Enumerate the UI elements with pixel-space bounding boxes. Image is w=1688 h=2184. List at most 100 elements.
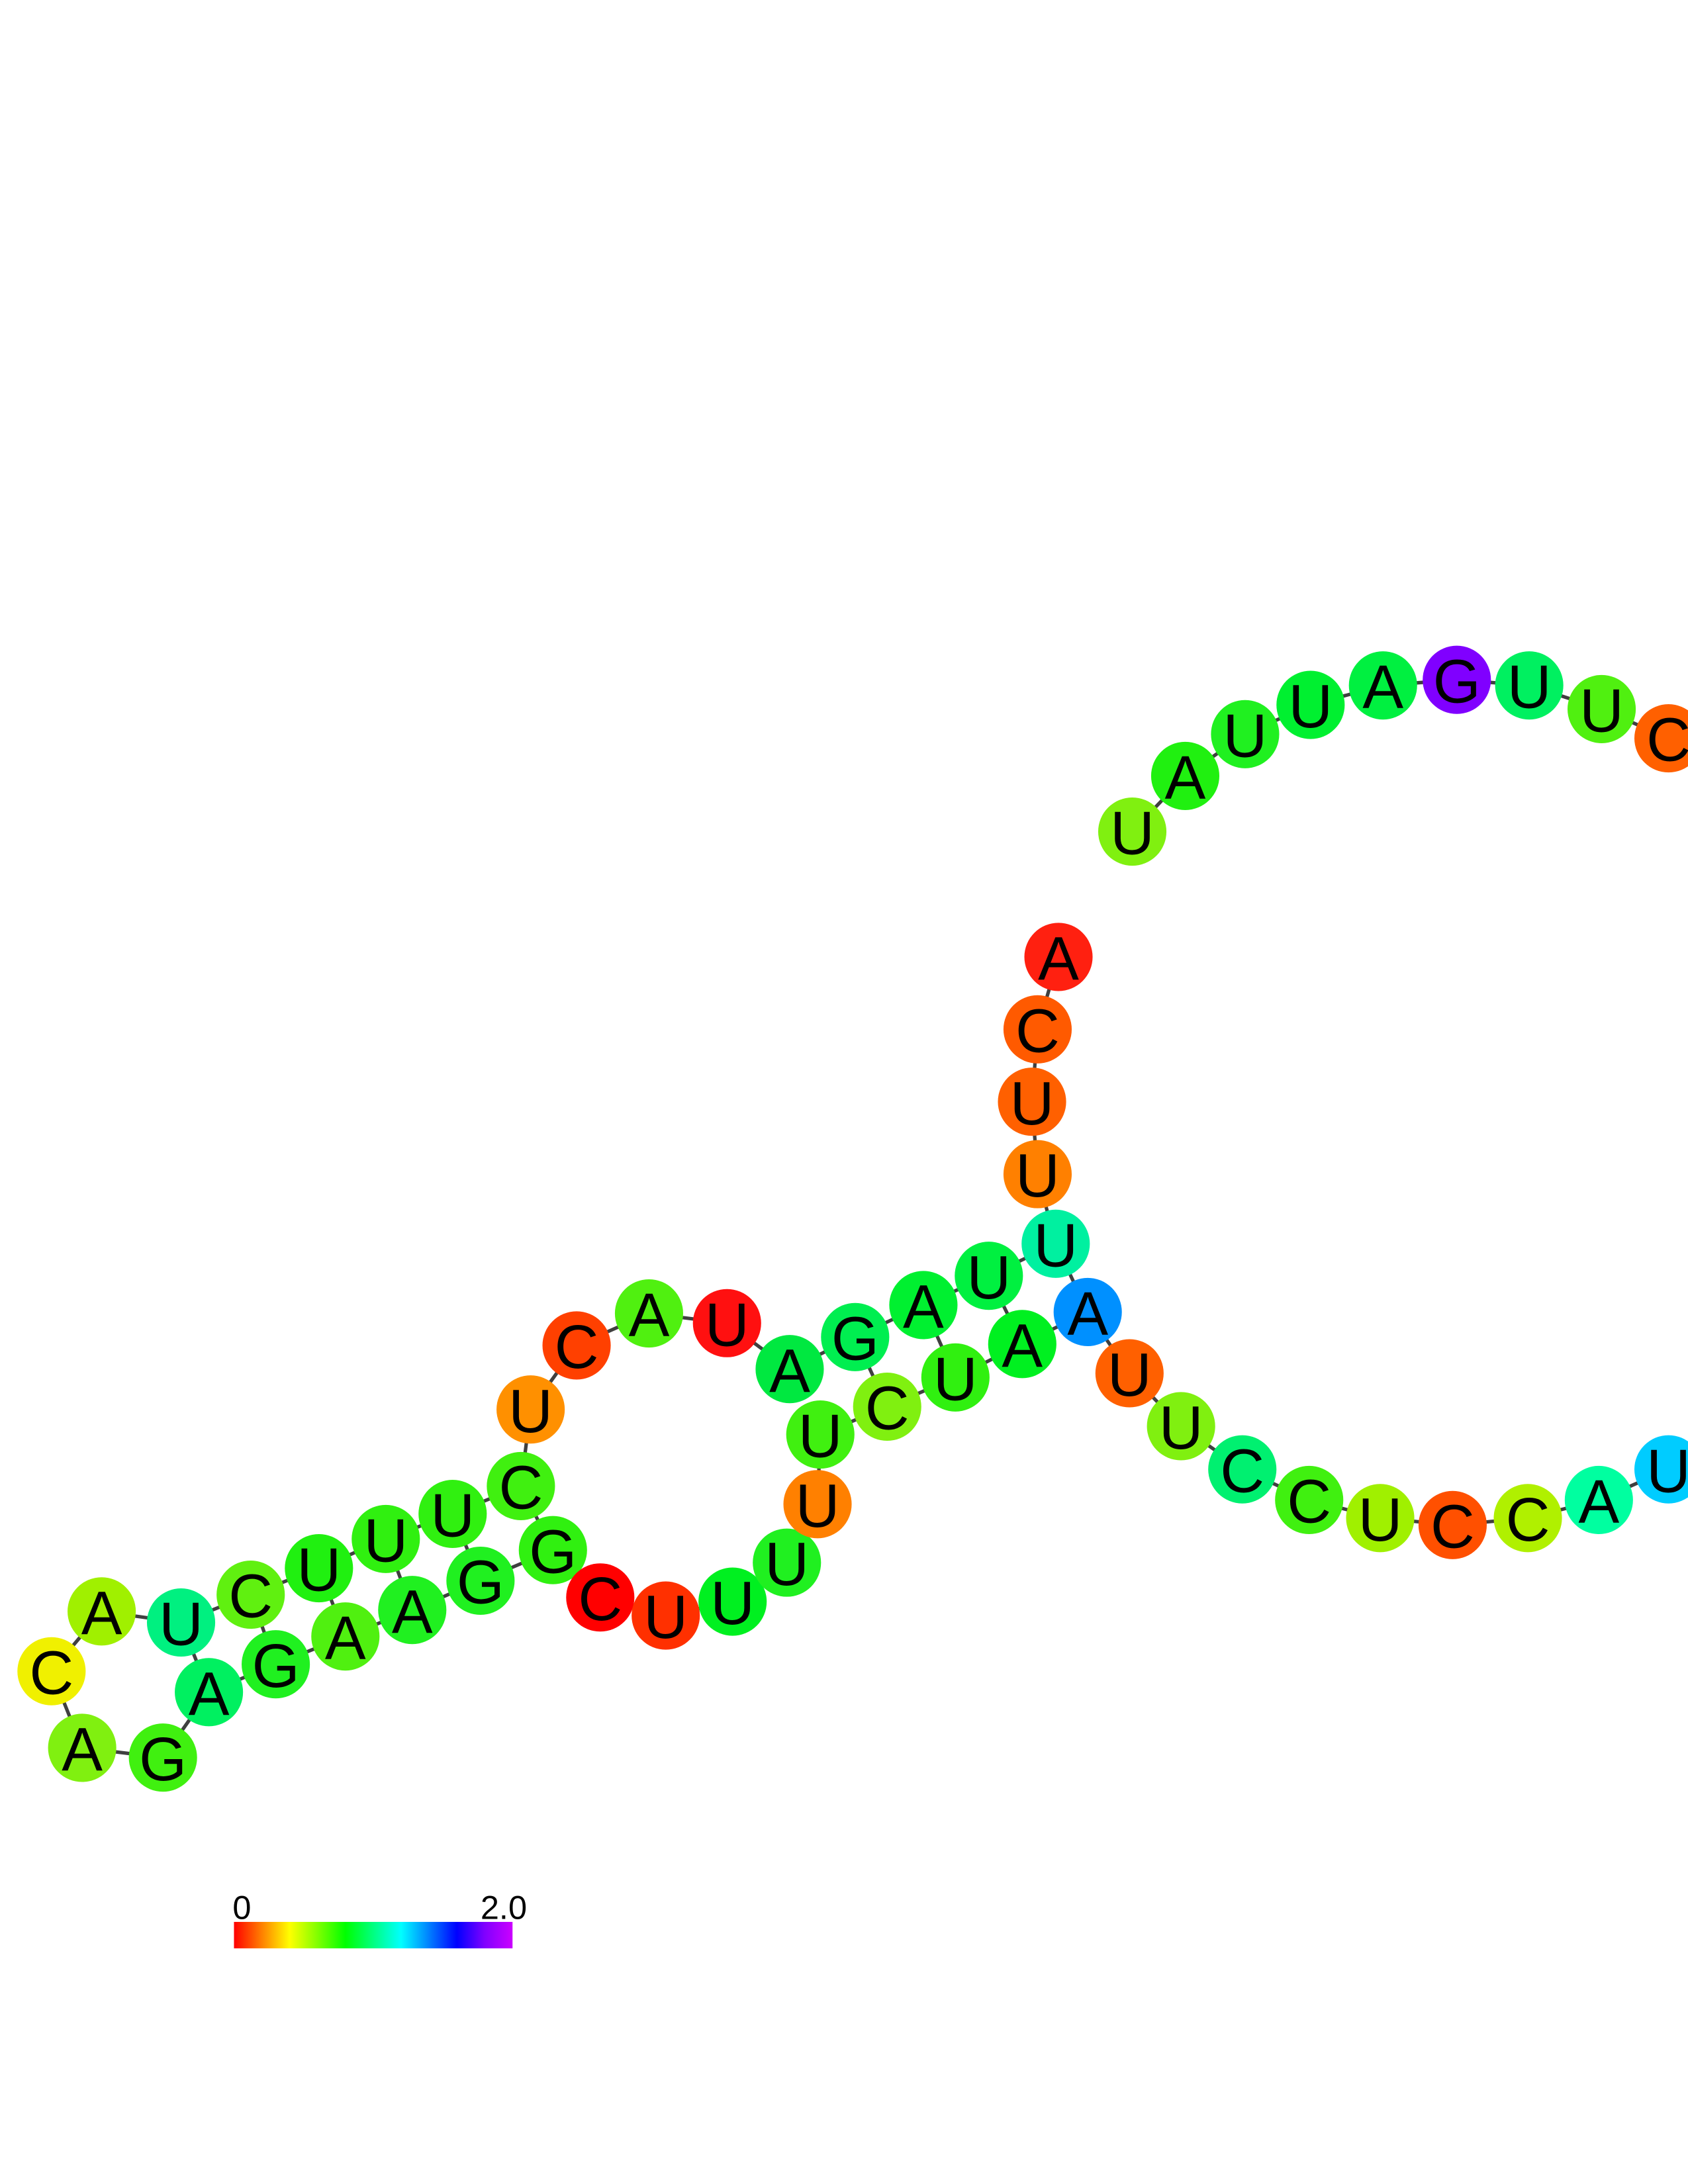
nucleotide-letter: C bbox=[1430, 1492, 1475, 1561]
nucleotide-letter: U bbox=[966, 1243, 1011, 1312]
nucleotide-circle bbox=[378, 1576, 447, 1645]
nucleotide: U bbox=[955, 1242, 1023, 1312]
nucleotide: C bbox=[1493, 1484, 1562, 1554]
nucleotide-circle bbox=[418, 1479, 487, 1549]
nucleotide-circle bbox=[692, 1289, 761, 1357]
nucleotide: U bbox=[692, 1289, 761, 1359]
nucleotide-circle bbox=[1423, 645, 1491, 714]
nucleotide-circle bbox=[955, 1242, 1023, 1310]
nucleotide-circle bbox=[242, 1630, 310, 1699]
nucleotide-circle bbox=[1348, 651, 1417, 720]
nucleotide-letter: A bbox=[189, 1659, 230, 1728]
nucleotide: U bbox=[1095, 1339, 1164, 1409]
nucleotide: A bbox=[988, 1310, 1056, 1380]
nucleotide: C bbox=[1208, 1435, 1277, 1505]
nucleotide-letter: U bbox=[430, 1481, 475, 1550]
nucleotide-circle bbox=[1346, 1484, 1415, 1553]
nucleotide-circle bbox=[1208, 1435, 1277, 1504]
nucleotide-circle bbox=[542, 1311, 611, 1380]
nucleotide-letter: A bbox=[1038, 924, 1079, 993]
nucleotide-letter: C bbox=[578, 1565, 622, 1633]
nucleotide-circle bbox=[614, 1279, 683, 1348]
nucleotide-letter: A bbox=[62, 1715, 103, 1784]
nucleotide: U bbox=[632, 1581, 700, 1651]
nucleotide-circle bbox=[755, 1335, 824, 1404]
nucleotide-circle bbox=[496, 1375, 565, 1444]
nucleotide: G bbox=[128, 1723, 197, 1794]
nucleotide: U bbox=[1003, 1140, 1072, 1210]
nucleotide-letter: A bbox=[392, 1577, 433, 1646]
nucleotide-circle bbox=[1276, 670, 1345, 739]
nucleotide-letter: U bbox=[1288, 672, 1333, 741]
nucleotide-circle bbox=[1024, 923, 1093, 991]
nucleotide-circle bbox=[1634, 1435, 1688, 1504]
nucleotide-letter: U bbox=[1507, 653, 1552, 721]
nucleotide-circle bbox=[446, 1546, 515, 1615]
colorbar-max-label: 2.0 bbox=[481, 1889, 527, 1927]
nucleotide: C bbox=[487, 1451, 555, 1522]
nucleotide-circle bbox=[17, 1637, 86, 1706]
nucleotide-circle bbox=[216, 1560, 285, 1629]
nucleotide-circle bbox=[175, 1658, 244, 1727]
nucleotide-circle bbox=[1564, 1465, 1633, 1535]
nucleotide-letter: U bbox=[643, 1582, 688, 1651]
nucleotide-circle bbox=[1493, 1484, 1562, 1553]
nucleotide-circle bbox=[285, 1534, 353, 1603]
nucleotide-circle bbox=[68, 1577, 136, 1646]
nucleotide-letter: A bbox=[81, 1578, 122, 1647]
backbone bbox=[1131, 678, 1688, 833]
nucleotide: U bbox=[1021, 1209, 1090, 1279]
nucleotide-circle bbox=[1095, 1339, 1164, 1408]
nucleotide-circle bbox=[1003, 995, 1072, 1064]
nucleotide-letter: U bbox=[1646, 1436, 1688, 1505]
nucleotide-letter: G bbox=[252, 1631, 300, 1700]
nucleotide-circle bbox=[311, 1602, 380, 1671]
nucleotide: A bbox=[1150, 741, 1220, 812]
nucleotide-letter: G bbox=[529, 1517, 577, 1586]
nucleotide-circle bbox=[146, 1588, 216, 1657]
nucleotide-letter: U bbox=[765, 1529, 809, 1598]
nucleotide-circle bbox=[1275, 1465, 1344, 1535]
nucleotide: A bbox=[1348, 651, 1417, 721]
nucleotide-circle bbox=[1098, 797, 1167, 866]
nucleotide-letter: U bbox=[1015, 1141, 1060, 1210]
nucleotide: C bbox=[542, 1311, 611, 1381]
nucleotide: C bbox=[1003, 995, 1072, 1065]
nucleotide: U bbox=[1276, 670, 1345, 741]
colorbar-min-label: 0 bbox=[232, 1889, 251, 1927]
nucleotide: U bbox=[1495, 651, 1564, 721]
nucleotide-circle bbox=[786, 1400, 855, 1469]
nucleotide-letter: U bbox=[1579, 676, 1624, 745]
nucleotide: C bbox=[1275, 1465, 1344, 1536]
nucleotide-circle bbox=[698, 1567, 767, 1636]
nucleotide-circle bbox=[518, 1516, 587, 1584]
nucleotide: G bbox=[821, 1302, 890, 1373]
nucleotide: U bbox=[146, 1588, 216, 1659]
nucleotide-circle bbox=[1150, 741, 1220, 810]
nucleotide-letter: A bbox=[629, 1281, 670, 1349]
nucleotide-circle bbox=[1495, 651, 1564, 720]
nucleotide: A bbox=[48, 1713, 117, 1784]
nucleotide: U bbox=[1211, 700, 1280, 770]
nucleotide: U bbox=[496, 1375, 565, 1445]
nucleotide-circle bbox=[1568, 674, 1636, 743]
nucleotide-circle bbox=[48, 1713, 117, 1782]
nucleotide: C bbox=[1418, 1490, 1487, 1561]
nucleotide-letter: U bbox=[1107, 1340, 1152, 1409]
nucleotide-letter: U bbox=[1033, 1210, 1078, 1279]
nucleotide-circle bbox=[753, 1528, 821, 1597]
nucleotide: A bbox=[1053, 1277, 1122, 1348]
nucleotide: G bbox=[242, 1630, 310, 1700]
nucleotide-letter: A bbox=[1362, 653, 1403, 721]
nucleotide-letter: G bbox=[457, 1548, 504, 1617]
nucleotide: U bbox=[921, 1343, 990, 1413]
nucleotide-letter: A bbox=[903, 1272, 944, 1341]
nucleotide-circle bbox=[1211, 700, 1280, 768]
nucleotide-letter: C bbox=[555, 1312, 599, 1381]
nucleotide: C bbox=[216, 1560, 285, 1631]
nucleotide: U bbox=[1568, 674, 1636, 745]
nucleotide: G bbox=[446, 1546, 515, 1617]
nucleotide: C bbox=[853, 1372, 921, 1443]
